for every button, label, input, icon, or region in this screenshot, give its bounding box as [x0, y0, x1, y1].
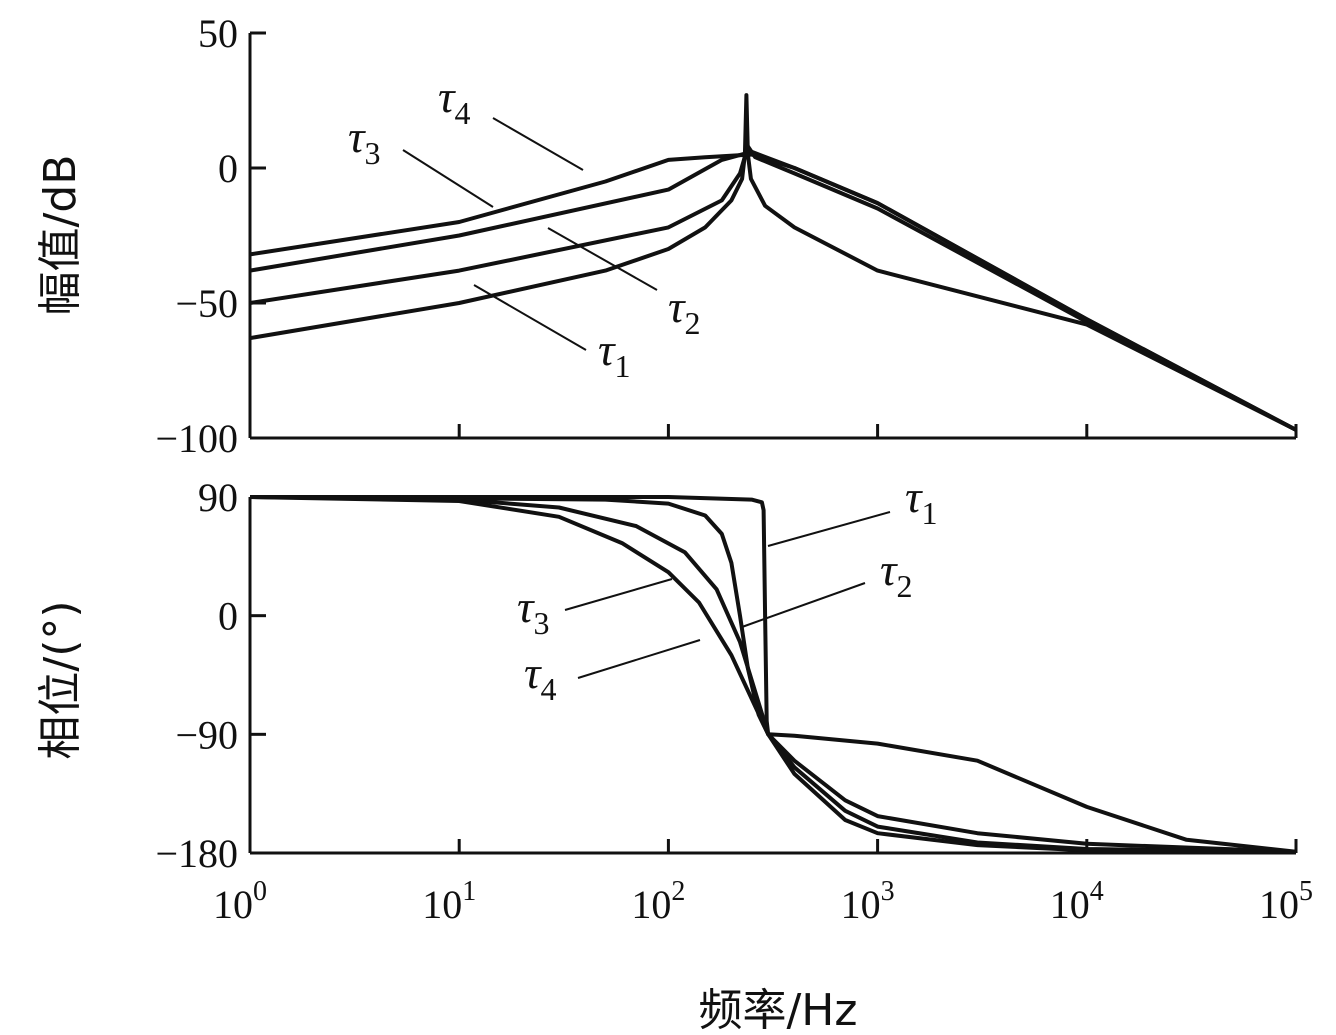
series-label-1: τ1	[598, 324, 630, 384]
leader-line	[577, 639, 701, 679]
series-label-2: τ2	[880, 544, 912, 604]
y-tick-label: −180	[155, 831, 238, 876]
series-label-4: τ4	[438, 71, 470, 131]
series-line-4	[249, 495, 1297, 854]
y-tick-label: 90	[198, 475, 238, 520]
phase-axis-title: 相位/(°)	[35, 600, 86, 759]
y-tick-label: 50	[198, 11, 238, 56]
x-tick-label: 105	[1259, 876, 1313, 927]
series-line-4	[249, 152, 1297, 432]
series-label-2: τ2	[668, 281, 700, 341]
x-tick-label: 101	[422, 876, 476, 927]
series-line-2	[249, 144, 1297, 432]
x-tick-label: 104	[1050, 876, 1104, 927]
magnitude-axis-title: 幅值/dB	[35, 155, 86, 316]
series-line-3	[249, 149, 1297, 432]
series-line-1	[249, 93, 1297, 432]
x-tick-label: 100	[213, 876, 267, 927]
series-label-3: τ3	[517, 581, 549, 641]
x-tick-label: 102	[631, 876, 685, 927]
series-label-1: τ1	[905, 471, 937, 531]
series-line-3	[249, 495, 1297, 854]
y-tick-label: −100	[155, 416, 238, 461]
series-label-3: τ3	[348, 111, 380, 171]
series-label-4: τ4	[524, 647, 556, 707]
leader-line	[767, 511, 891, 547]
leader-line	[473, 284, 587, 351]
x-tick-label: 103	[841, 876, 895, 927]
y-tick-label: 0	[218, 146, 238, 191]
series-line-1	[250, 495, 1297, 854]
leader-line	[741, 582, 866, 628]
y-tick-label: −90	[175, 712, 238, 757]
leader-line	[402, 149, 494, 208]
y-tick-label: −50	[175, 281, 238, 326]
leader-line	[564, 578, 673, 611]
frequency-axis-title: 频率/Hz	[698, 985, 857, 1035]
series-line-2	[249, 495, 1297, 854]
leader-line	[547, 227, 658, 291]
leader-line	[492, 117, 584, 171]
y-tick-label: 0	[218, 594, 238, 639]
